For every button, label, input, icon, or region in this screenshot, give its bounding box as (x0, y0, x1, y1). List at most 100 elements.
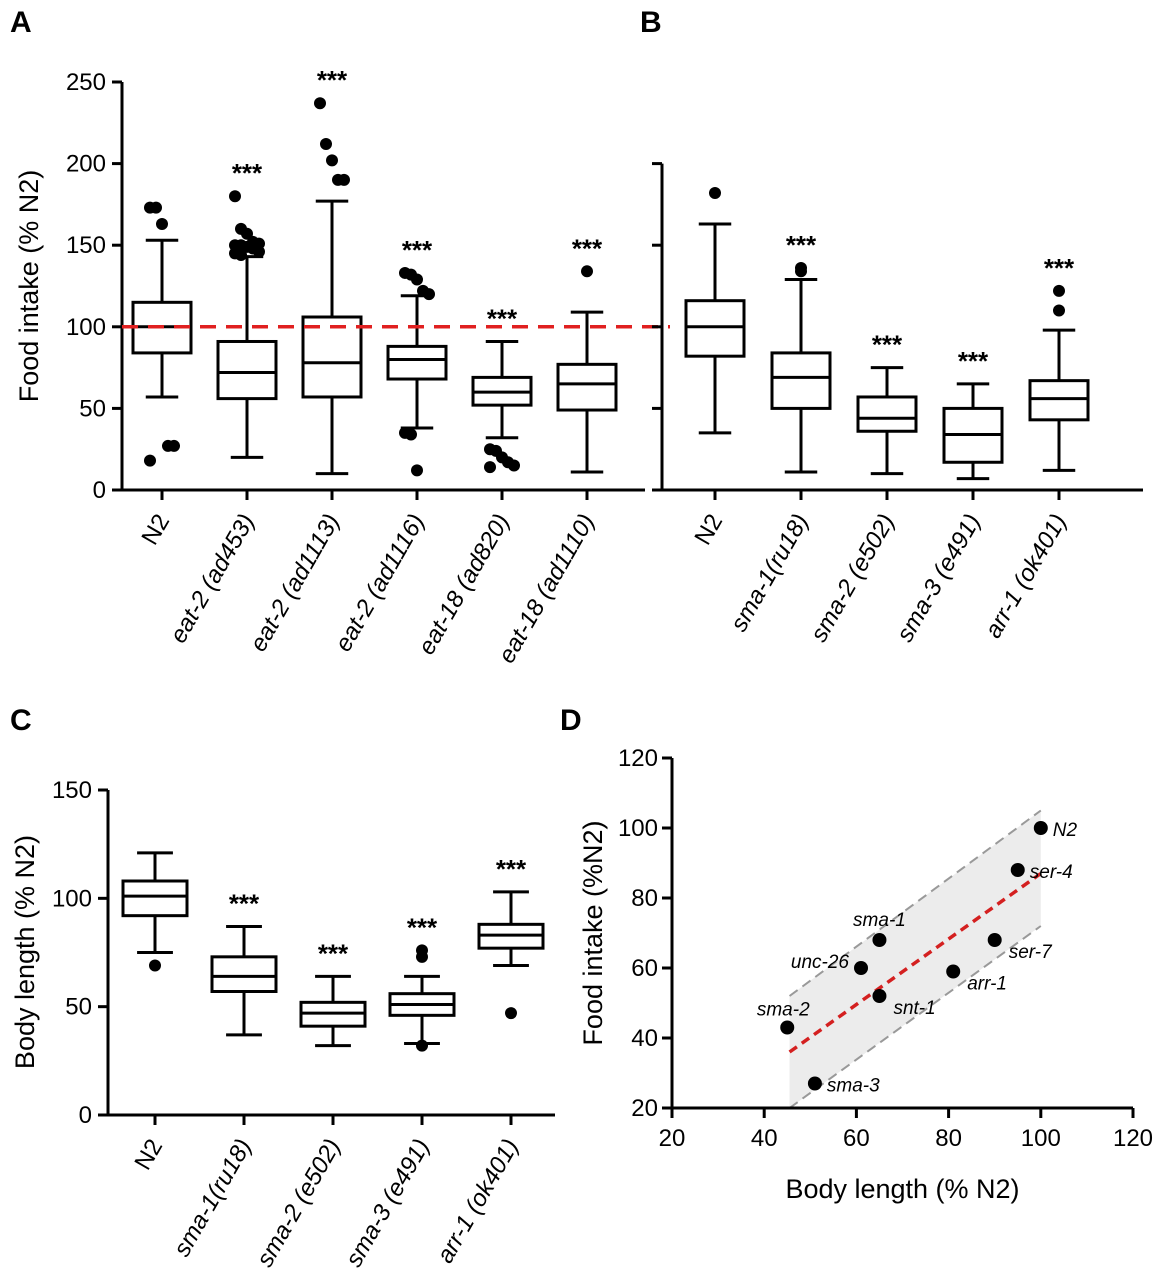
panel-letter-c: C (10, 704, 32, 737)
point-label: snt-1 (893, 998, 935, 1019)
point-label: ser-7 (1009, 942, 1053, 963)
data-point (872, 989, 887, 1003)
outlier-point (1053, 284, 1065, 297)
x-axis-title: Body length (% N2) (785, 1174, 1019, 1204)
outlier-point (484, 461, 496, 474)
y-tick-label: 20 (631, 1095, 658, 1122)
panel-letter-b: B (640, 6, 662, 39)
data-point (946, 964, 961, 979)
category-label: N2 (136, 510, 175, 550)
point-label: sma-2 (757, 1000, 810, 1021)
outlier-point (150, 201, 162, 214)
y-tick-label: 0 (93, 477, 106, 504)
box-iqr (856, 395, 918, 433)
y-tick-label: 100 (52, 885, 92, 912)
outlier-point (156, 217, 168, 230)
data-point (872, 933, 887, 947)
y-tick-label: 100 (66, 314, 106, 341)
x-tick-label: 60 (843, 1125, 870, 1152)
category-label: sma-1(ru18) (725, 510, 814, 637)
outlier-point (235, 248, 247, 261)
outlier-point (416, 1039, 428, 1052)
significance-label: *** (407, 912, 438, 942)
significance-label: *** (786, 230, 817, 260)
point-label: sma-3 (827, 1076, 880, 1097)
y-tick-label: 0 (79, 1102, 92, 1129)
outlier-point (795, 265, 807, 278)
box-iqr (770, 351, 832, 410)
outlier-point (326, 154, 338, 167)
outlier-point (405, 428, 417, 441)
regression-line (788, 872, 1042, 1054)
data-point (854, 961, 869, 975)
x-tick-label: 120 (1113, 1125, 1153, 1152)
data-point (780, 1020, 795, 1035)
box-iqr (301, 315, 363, 399)
scatter-plot-intake-vs-length: 20 40 60 80 100 120 20 40 60 80 100 120 Body length … (578, 745, 1153, 1204)
box-plot-food-intake-feeding-mutants: 0 50 100 150 200 250 Food intake (% N2) N2 *** ea… (14, 65, 670, 668)
box-iqr (210, 955, 278, 993)
outlier-point (508, 459, 520, 472)
outlier-point (338, 173, 350, 186)
outlier-point (144, 454, 156, 467)
y-tick-label: 150 (52, 777, 92, 804)
box-plot-body-length: 0 50 100 150 Body length (% N2) N2 *** sma-1(ru… (10, 777, 555, 1272)
y-tick-label: 60 (631, 955, 658, 982)
outlier-point (253, 245, 265, 258)
y-tick-label: 120 (618, 745, 658, 772)
y-tick-label: 100 (618, 815, 658, 842)
y-tick-label: 50 (79, 395, 106, 422)
category-label: sma-2 (e502) (805, 510, 900, 647)
outlier-point (709, 186, 721, 199)
significance-label: *** (232, 158, 263, 188)
data-point (987, 933, 1002, 947)
outlier-point (314, 97, 326, 110)
significance-label: *** (958, 346, 989, 376)
y-tick-label: 80 (631, 885, 658, 912)
category-label: eat-2 (ad453) (165, 510, 260, 648)
category-label: eat-18 (ad820) (413, 510, 515, 660)
outlier-point (168, 439, 180, 452)
point-label: arr-1 (967, 974, 1007, 995)
significance-label: *** (872, 330, 903, 360)
significance-label: *** (1044, 253, 1075, 283)
panel-letter-a: A (10, 6, 32, 39)
significance-label: *** (318, 938, 349, 968)
category-label: N2 (129, 1135, 168, 1175)
box-iqr (1028, 379, 1090, 422)
category-label: sma-3 (e491) (891, 510, 986, 647)
x-tick-label: 40 (751, 1125, 778, 1152)
box-plot-food-intake-small-mutants: N2 *** sma-1(ru18) *** sma-2 (e502) *** sma-3 … (652, 162, 1143, 647)
y-tick-label: 50 (65, 994, 92, 1021)
category-label: sma-1(ru18) (168, 1135, 257, 1262)
outlier-point (581, 265, 593, 278)
outlier-point (423, 288, 435, 301)
outlier-point (416, 950, 428, 963)
outlier-point (229, 190, 241, 203)
significance-label: *** (496, 854, 527, 884)
category-label: eat-2 (ad1116) (330, 510, 430, 657)
confidence-lower-line (788, 925, 1042, 1109)
outlier-point (1053, 304, 1065, 317)
data-point (1010, 863, 1025, 877)
category-label: eat-2 (ad1113) (245, 510, 345, 657)
category-label: arr-1 (ok401) (980, 510, 1073, 643)
confidence-band (789, 810, 1041, 1108)
point-label: unc-26 (791, 952, 850, 973)
x-tick-label: 100 (1021, 1125, 1061, 1152)
confidence-upper-line (788, 809, 1042, 997)
category-label: arr-1 (ok401) (432, 1135, 525, 1268)
significance-label: *** (572, 233, 603, 263)
data-point (1033, 821, 1048, 835)
x-tick-label: 80 (935, 1125, 962, 1152)
panel-letter-d: D (560, 704, 582, 737)
outlier-point (320, 138, 332, 151)
y-axis-title: Food intake (% N2) (14, 170, 44, 403)
significance-label: *** (229, 889, 260, 919)
y-tick-label: 200 (66, 151, 106, 178)
point-label: N2 (1053, 820, 1078, 841)
data-point (807, 1076, 822, 1091)
box-iqr (684, 299, 746, 358)
outlier-point (411, 464, 423, 477)
y-axis-title: Food intake (%N2) (578, 820, 608, 1045)
